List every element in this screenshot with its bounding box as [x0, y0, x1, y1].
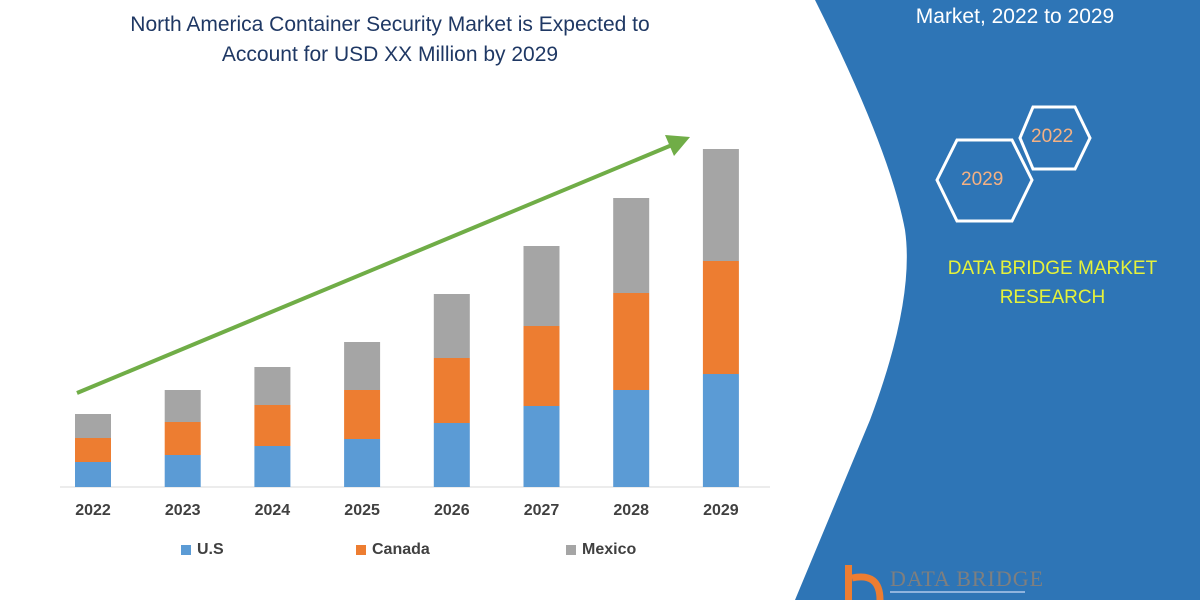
legend-item-us: U.S	[181, 541, 224, 559]
bar-canada-2024	[254, 405, 291, 446]
side-panel-shape	[795, 0, 1200, 600]
x-tick-label: 2026	[434, 502, 470, 519]
chart-title-line1: North America Container Security Market …	[130, 13, 650, 36]
bar-canada-2029	[702, 261, 739, 374]
bar-mexico-2026	[433, 294, 470, 358]
legend-swatch	[566, 545, 576, 555]
bar-us-2026	[433, 423, 470, 487]
x-tick-label: 2028	[613, 502, 649, 519]
bar-us-2028	[613, 390, 650, 487]
bar-canada-2022	[75, 438, 111, 462]
legend-swatch	[181, 545, 191, 555]
bar-canada-2027	[523, 326, 560, 406]
bar-mexico-2022	[75, 414, 111, 438]
hex-label-2022: 2022	[1031, 126, 1074, 147]
bar-us-2029	[702, 374, 739, 487]
bar-mexico-2029	[702, 149, 739, 261]
legend-item-mexico: Mexico	[566, 541, 636, 559]
legend-label: Mexico	[582, 541, 637, 558]
bar-mexico-2025	[344, 342, 381, 390]
trend-arrow	[76, 135, 690, 395]
hex-label-2029: 2029	[961, 169, 1004, 190]
bar-us-2023	[164, 455, 201, 487]
x-tick-label: 2025	[344, 502, 380, 519]
bar-canada-2028	[613, 293, 650, 390]
hexagon-2022	[1018, 105, 1092, 171]
logo-icon	[845, 565, 1025, 600]
bar-canada-2023	[164, 422, 201, 455]
legend-label: Canada	[372, 541, 430, 558]
bar-us-2025	[344, 439, 381, 487]
brand-line1: DATA BRIDGE MARKET	[947, 258, 1158, 279]
legend-item-canada: Canada	[356, 541, 430, 559]
brand-line2: RESEARCH	[999, 287, 1106, 308]
x-tick-label: 2023	[164, 502, 201, 519]
x-tick-label: 2024	[254, 502, 291, 519]
bar-canada-2025	[344, 390, 381, 439]
bar-mexico-2023	[164, 390, 201, 422]
legend-label: U.S	[197, 541, 224, 558]
logo-text: DATA BRIDGE	[890, 566, 1045, 591]
bar-us-2027	[523, 406, 560, 487]
bar-canada-2026	[433, 358, 470, 423]
panel-subtitle: Market, 2022 to 2029	[915, 5, 1115, 28]
bar-mexico-2027	[523, 246, 560, 326]
bar-us-2024	[254, 446, 291, 487]
x-tick-label: 2027	[523, 502, 560, 519]
chart-title-line2: Account for USD XX Million by 2029	[221, 43, 559, 66]
x-tick-label: 2022	[75, 502, 111, 519]
x-tick-label: 2029	[703, 502, 739, 519]
legend-swatch	[356, 545, 366, 555]
bar-us-2022	[75, 462, 111, 487]
bar-mexico-2028	[613, 198, 650, 293]
bar-mexico-2024	[254, 367, 291, 405]
hexagon-2029	[935, 138, 1034, 223]
